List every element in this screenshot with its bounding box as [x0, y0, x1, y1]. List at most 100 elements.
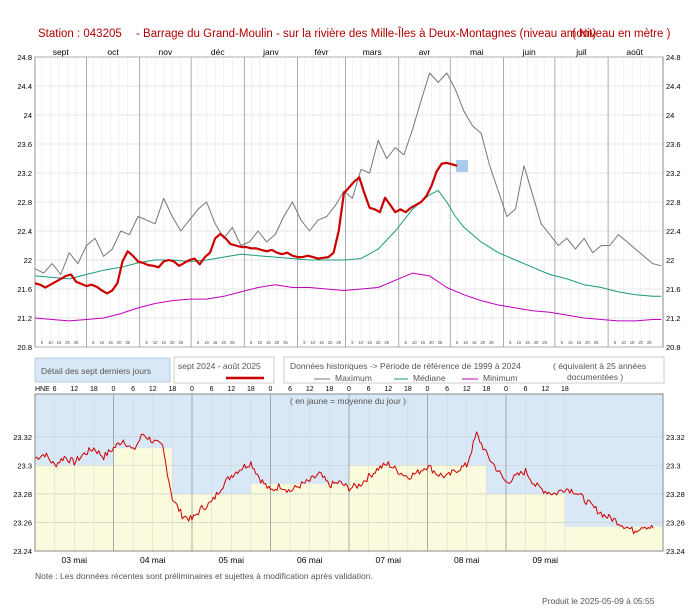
- detail-y-tick-label-left: 23.32: [13, 433, 32, 442]
- day-tick-label: 20: [275, 340, 280, 345]
- hour-label: 18: [325, 386, 333, 393]
- hour-label: 6: [131, 386, 135, 393]
- month-label: mai: [470, 47, 484, 57]
- day-tick-label: 10: [359, 340, 364, 345]
- day-label: 05 mai: [218, 555, 244, 565]
- day-tick-label: 25: [647, 340, 652, 345]
- day-tick-label: 10: [621, 340, 626, 345]
- day-tick-label: 20: [65, 340, 70, 345]
- hour-label: 6: [367, 386, 371, 393]
- daily-mean-area: [250, 483, 349, 551]
- hour-label: 0: [269, 386, 273, 393]
- day-tick-label: 15: [266, 340, 271, 345]
- hour-label: 6: [53, 386, 57, 393]
- annual-y-tick-label-left: 23.2: [17, 169, 32, 178]
- day-tick-label: 10: [153, 340, 158, 345]
- detail-plot-border: [34, 393, 664, 552]
- detail-chart: HNE 6 12 18 0 6 12 18 0 6 12 18 0 6 12 18 0 6 12 18 0 6 12 18 0…: [13, 386, 685, 565]
- day-tick-label: 20: [585, 340, 590, 345]
- day-tick-label: 10: [257, 340, 262, 345]
- day-tick-label: 20: [638, 340, 643, 345]
- detail-y-tick-label-right: 23.32: [666, 433, 685, 442]
- day-tick-label: 25: [384, 340, 389, 345]
- detail-button[interactable]: [34, 357, 171, 383]
- annual-y-tick-label-right: 20.8: [666, 343, 681, 352]
- annual-y-tick-label-left: 22.4: [17, 227, 32, 236]
- day-tick-label: 25: [283, 340, 288, 345]
- detail-y-tick-label-left: 23.26: [13, 518, 32, 527]
- hour-labels: 6 12 18 0 6 12 18 0 6 12 18 0 6 12 18 0 6 12 18 0 6 12 18 0 6 12 1…: [53, 386, 569, 393]
- day-tick-label: 15: [525, 340, 530, 345]
- series-line-maximum: [34, 72, 662, 275]
- day-tick-label: 15: [420, 340, 425, 345]
- detail-y-ticks-left: 23.24 23.26 23.28 23.3 23.32: [13, 433, 32, 556]
- hour-label: 6: [524, 386, 528, 393]
- day-tick-label: 25: [179, 340, 184, 345]
- annual-grid: [34, 56, 663, 348]
- hour-label: 6: [445, 386, 449, 393]
- day-tick-label: 25: [594, 340, 599, 345]
- preliminary-note: Note : Les données récentes sont prélimi…: [35, 571, 373, 581]
- annual-y-tick-label-right: 24: [666, 111, 674, 120]
- day-tick-label: 10: [100, 340, 105, 345]
- day-tick-label: 25: [489, 340, 494, 345]
- day-tick-label: 10: [48, 340, 53, 345]
- day-tick-label: 5: [351, 340, 354, 345]
- month-label: févr: [314, 47, 328, 57]
- day-tick-label: 5: [303, 340, 306, 345]
- day-tick-label: 20: [376, 340, 381, 345]
- hour-label: 18: [404, 386, 412, 393]
- detail-y-tick-label-right: 23.26: [666, 518, 685, 527]
- day-tick-label: 20: [117, 340, 122, 345]
- day-tick-label: 15: [472, 340, 477, 345]
- historical-title: Données historiques -> Période de référe…: [290, 361, 521, 371]
- month-label: nov: [159, 47, 173, 57]
- hne-label: HNE: [35, 386, 50, 393]
- annual-y-tick-label-left: 24.4: [17, 82, 32, 91]
- hour-label: 18: [561, 386, 569, 393]
- day-labels: 03 mai 04 mai 05 mai 06 mai 07 mai 08 mai 09 m…: [61, 555, 558, 565]
- hour-label: 6: [210, 386, 214, 393]
- annual-y-tick-label-left: 22.8: [17, 198, 32, 207]
- detail-y-ticks-right: 23.24 23.26 23.28 23.3 23.32: [666, 433, 685, 556]
- annual-y-tick-label-left: 21.6: [17, 285, 32, 294]
- hour-label: 18: [247, 386, 255, 393]
- month-labels: sept oct nov déc janv févr mars avr mai juin juil a…: [53, 47, 644, 57]
- day-tick-label: 5: [250, 340, 253, 345]
- annual-y-tick-label-left: 23.6: [17, 140, 32, 149]
- day-tick-label: 5: [509, 340, 512, 345]
- annual-y-tick-label-right: 21.2: [666, 314, 681, 323]
- month-label: déc: [211, 47, 225, 57]
- annual-y-tick-label-right: 22: [666, 256, 674, 265]
- day-tick-label: 5: [41, 340, 44, 345]
- detail-y-tick-label-right: 23.28: [666, 490, 685, 499]
- annual-y-tick-label-right: 22.4: [666, 227, 681, 236]
- day-tick-label: 15: [577, 340, 582, 345]
- month-label: oct: [107, 47, 119, 57]
- day-tick-label: 15: [213, 340, 218, 345]
- hour-label: 12: [306, 386, 314, 393]
- month-label: août: [626, 47, 643, 57]
- annual-y-tick-label-right: 24.4: [666, 82, 681, 91]
- hour-label: 18: [168, 386, 176, 393]
- daily-mean-caption: ( en jaune = moyenne du jour ): [290, 396, 406, 406]
- day-tick-label: 15: [161, 340, 166, 345]
- detail-y-tick-label-left: 23.28: [13, 490, 32, 499]
- hour-label: 0: [426, 386, 430, 393]
- annual-y-tick-label-left: 20.8: [17, 343, 32, 352]
- series-line-level: [34, 431, 654, 535]
- detail-y-tick-label-right: 23.3: [666, 461, 681, 470]
- daily-mean-area: [349, 465, 487, 551]
- years-note-line-1: ( équivalent à 25 années: [553, 361, 646, 371]
- daily-mean-area: [564, 526, 663, 551]
- station-name: - Barrage du Grand-Moulin - sur la riviè…: [136, 27, 596, 40]
- day-tick-label: 5: [145, 340, 148, 345]
- day-tick-label: 15: [367, 340, 372, 345]
- month-label: mars: [363, 47, 382, 57]
- hour-label: 18: [482, 386, 490, 393]
- hour-label: 0: [190, 386, 194, 393]
- detail-button-label: Détail des sept derniers jours: [41, 366, 151, 376]
- hour-label: 12: [463, 386, 471, 393]
- day-tick-label: 5: [197, 340, 200, 345]
